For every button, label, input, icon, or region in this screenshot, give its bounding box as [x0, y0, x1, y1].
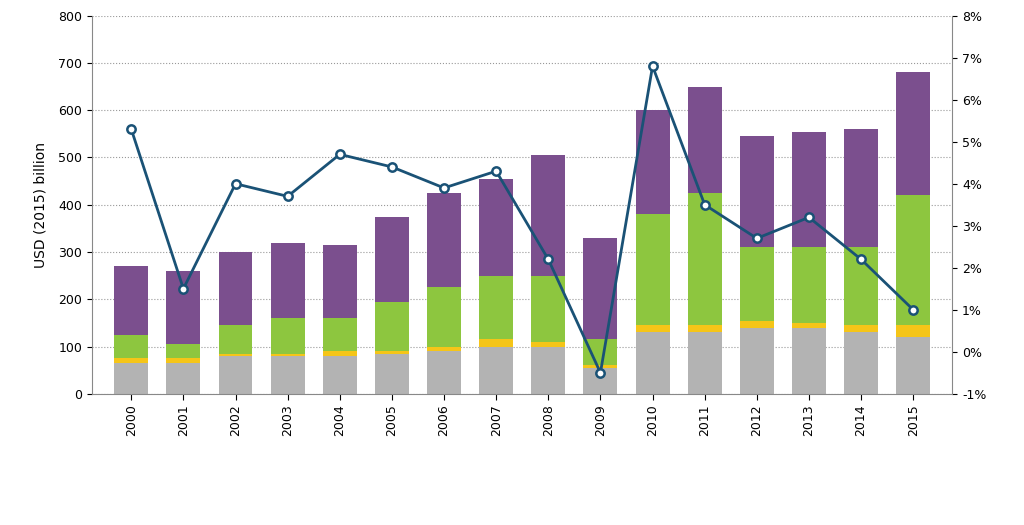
Bar: [688, 325, 722, 332]
Bar: [844, 247, 878, 325]
Bar: [531, 346, 565, 394]
Bar: [115, 363, 148, 394]
Bar: [636, 214, 670, 325]
Bar: [218, 354, 253, 356]
Annual electricity demand growth (right axis): [386, 164, 398, 170]
Bar: [896, 325, 930, 337]
Bar: [636, 325, 670, 332]
Bar: [844, 332, 878, 394]
Bar: [375, 354, 409, 394]
Bar: [323, 318, 356, 351]
Bar: [270, 354, 304, 356]
Bar: [270, 318, 304, 354]
Bar: [218, 252, 253, 325]
Bar: [636, 110, 670, 214]
Bar: [740, 328, 774, 394]
Bar: [218, 356, 253, 394]
Bar: [792, 131, 826, 247]
Bar: [688, 193, 722, 325]
Bar: [792, 328, 826, 394]
Bar: [375, 216, 409, 301]
Bar: [479, 339, 513, 347]
Line: Annual electricity demand growth (right axis): Annual electricity demand growth (right …: [127, 62, 918, 377]
Annual electricity demand growth (right axis): [646, 63, 658, 69]
Annual electricity demand growth (right axis): [855, 256, 867, 262]
Bar: [427, 288, 461, 347]
Bar: [844, 129, 878, 247]
Bar: [740, 136, 774, 247]
Bar: [584, 368, 617, 394]
Annual electricity demand growth (right axis): [282, 193, 294, 200]
Bar: [740, 247, 774, 320]
Bar: [323, 245, 356, 318]
Bar: [167, 271, 201, 344]
Annual electricity demand growth (right axis): [594, 370, 606, 376]
Bar: [792, 247, 826, 323]
Bar: [167, 344, 201, 358]
Bar: [427, 351, 461, 394]
Y-axis label: USD (2015) billion: USD (2015) billion: [34, 142, 47, 268]
Bar: [636, 332, 670, 394]
Annual electricity demand growth (right axis): [229, 181, 242, 187]
Bar: [218, 325, 253, 354]
Annual electricity demand growth (right axis): [438, 185, 451, 191]
Bar: [531, 342, 565, 347]
Annual electricity demand growth (right axis): [907, 307, 920, 313]
Bar: [427, 193, 461, 288]
Annual electricity demand growth (right axis): [490, 168, 503, 174]
Bar: [427, 346, 461, 351]
Bar: [688, 87, 722, 193]
Bar: [479, 178, 513, 276]
Bar: [531, 276, 565, 342]
Bar: [323, 356, 356, 394]
Bar: [115, 335, 148, 358]
Bar: [584, 365, 617, 368]
Bar: [479, 276, 513, 339]
Bar: [531, 155, 565, 276]
Bar: [375, 301, 409, 351]
Bar: [375, 351, 409, 354]
Annual electricity demand growth (right axis): [698, 202, 711, 208]
Legend: Fossil fuel, Nuclear, Renewables, Networks, Annual electricity demand growth (ri: Fossil fuel, Nuclear, Renewables, Networ…: [131, 523, 845, 525]
Bar: [584, 339, 617, 365]
Bar: [115, 266, 148, 335]
Bar: [167, 358, 201, 363]
Annual electricity demand growth (right axis): [803, 214, 815, 220]
Bar: [740, 320, 774, 328]
Bar: [584, 238, 617, 339]
Bar: [844, 325, 878, 332]
Bar: [896, 72, 930, 195]
Bar: [479, 346, 513, 394]
Bar: [270, 243, 304, 318]
Annual electricity demand growth (right axis): [542, 256, 554, 262]
Annual electricity demand growth (right axis): [751, 235, 763, 242]
Bar: [688, 332, 722, 394]
Annual electricity demand growth (right axis): [125, 126, 137, 132]
Annual electricity demand growth (right axis): [177, 286, 189, 292]
Annual electricity demand growth (right axis): [334, 151, 346, 158]
Bar: [115, 358, 148, 363]
Bar: [896, 195, 930, 325]
Bar: [167, 363, 201, 394]
Bar: [323, 351, 356, 356]
Bar: [792, 323, 826, 328]
Bar: [896, 337, 930, 394]
Bar: [270, 356, 304, 394]
